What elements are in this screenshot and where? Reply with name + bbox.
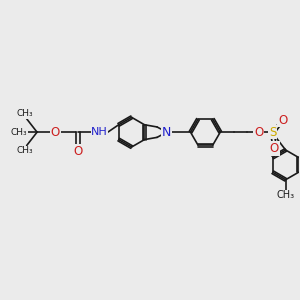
Text: CH₃: CH₃ (277, 190, 295, 200)
Text: O: O (74, 145, 83, 158)
Text: CH₃: CH₃ (11, 128, 28, 137)
Text: O: O (278, 114, 287, 127)
Text: N: N (162, 126, 171, 139)
Text: O: O (51, 126, 60, 139)
Text: O: O (254, 126, 263, 139)
Text: CH₃: CH₃ (16, 146, 33, 155)
Text: NH: NH (91, 127, 108, 137)
Text: O: O (270, 142, 279, 155)
Text: CH₃: CH₃ (16, 109, 33, 118)
Text: S: S (269, 126, 276, 139)
